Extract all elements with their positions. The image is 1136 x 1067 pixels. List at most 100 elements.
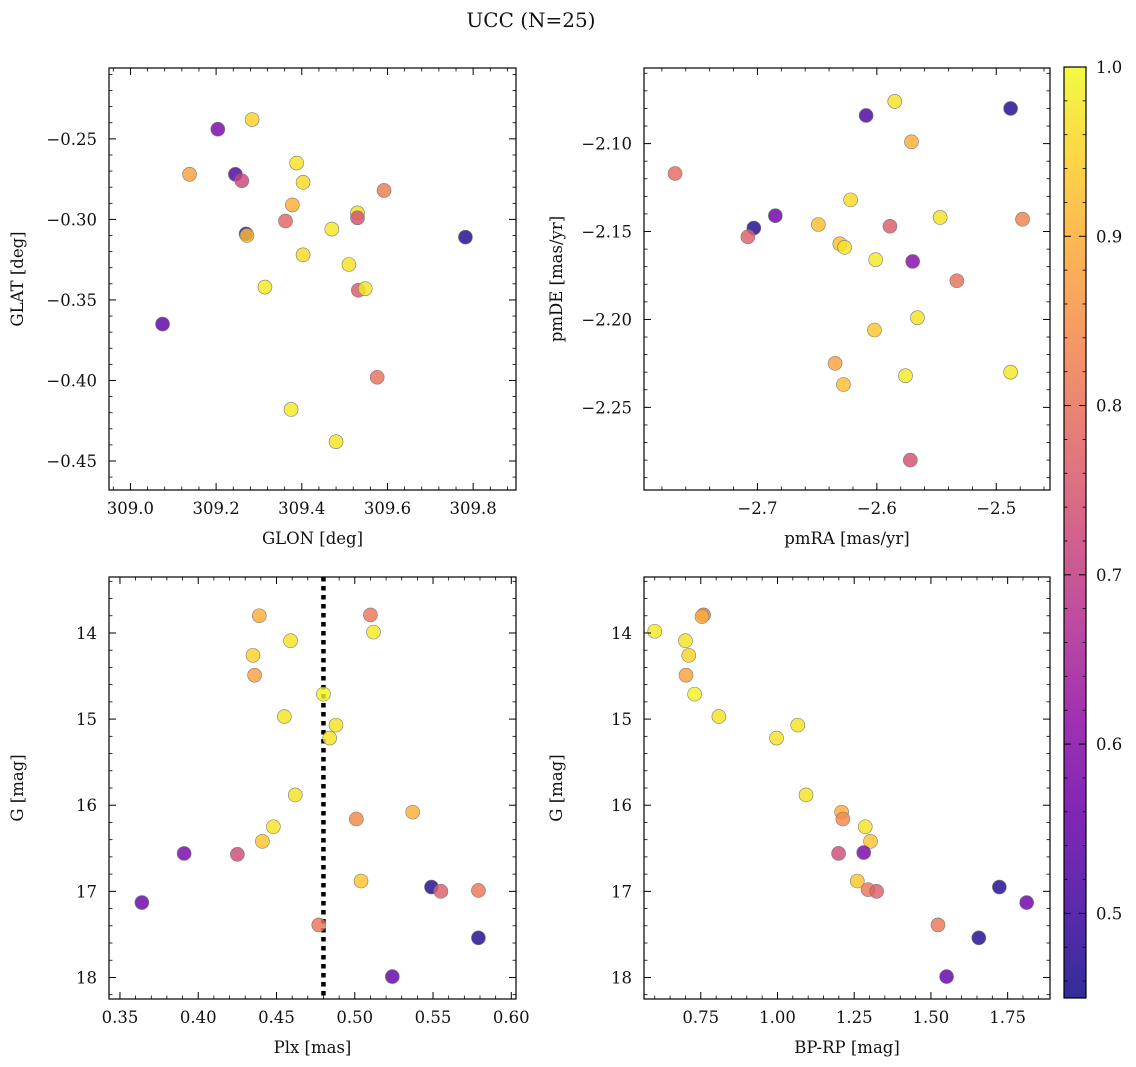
data-point bbox=[1003, 364, 1018, 380]
data-point bbox=[295, 247, 311, 263]
y-tick-label: −0.35 bbox=[46, 291, 97, 310]
data-point bbox=[992, 879, 1007, 895]
panel-3: 0.35 0.40 0.45 0.50 0.55 0.60 14 15 16 17 18 Plx [m… bbox=[8, 576, 530, 1057]
x-tick-label: 0.75 bbox=[682, 1008, 719, 1027]
x-axis-label: GLON [deg] bbox=[262, 529, 363, 548]
data-point bbox=[316, 686, 331, 702]
data-point bbox=[837, 240, 852, 255]
y-axis-label: pmDE [mas/yr] bbox=[547, 216, 566, 342]
y-tick-label: −0.45 bbox=[46, 452, 97, 471]
x-tick-label: 309.6 bbox=[364, 499, 411, 518]
data-point bbox=[971, 930, 987, 946]
colorbar-gradient bbox=[1064, 67, 1086, 998]
data-point bbox=[283, 402, 299, 417]
x-tick-label: 309.2 bbox=[192, 499, 239, 518]
data-point bbox=[843, 192, 858, 208]
data-point bbox=[1015, 211, 1030, 227]
data-point bbox=[867, 322, 882, 338]
data-point bbox=[667, 166, 683, 181]
data-point bbox=[322, 730, 338, 746]
data-point bbox=[647, 623, 663, 639]
data-point bbox=[869, 884, 884, 899]
data-point bbox=[363, 607, 378, 623]
data-point bbox=[277, 709, 292, 724]
data-point bbox=[768, 208, 783, 223]
data-point bbox=[849, 873, 865, 889]
data-point bbox=[369, 369, 385, 385]
y-tick-label: −2.15 bbox=[581, 223, 632, 242]
data-point bbox=[182, 167, 197, 182]
data-point bbox=[857, 819, 873, 835]
panels: 309.0 309.2 309.4 309.6 309.8 −0.45 −0.40 −0.35… bbox=[8, 67, 1051, 1057]
data-point bbox=[678, 633, 693, 649]
data-point bbox=[376, 183, 392, 198]
y-tick-label: 15 bbox=[76, 710, 97, 729]
data-point bbox=[1019, 895, 1034, 910]
data-point bbox=[471, 930, 486, 946]
figure-title: UCC (N=25) bbox=[466, 8, 595, 32]
data-point bbox=[905, 254, 920, 269]
data-point bbox=[257, 279, 273, 295]
data-point bbox=[711, 709, 727, 724]
data-point bbox=[385, 969, 400, 984]
data-point bbox=[239, 228, 255, 243]
data-point bbox=[251, 608, 267, 624]
data-point bbox=[134, 895, 150, 910]
y-tick-label: 18 bbox=[76, 968, 97, 987]
y-axis-label: G [mag] bbox=[547, 754, 566, 821]
x-tick-label: 0.45 bbox=[258, 1008, 295, 1027]
x-axis-label: BP-RP [mag] bbox=[794, 1038, 900, 1057]
data-point bbox=[353, 873, 369, 889]
y-tick-label: 16 bbox=[76, 796, 97, 815]
x-axis-label: pmRA [mas/yr] bbox=[784, 529, 909, 548]
colorbar-tick-label: 0.8 bbox=[1096, 397, 1122, 416]
y-tick-label: 16 bbox=[611, 796, 632, 815]
data-point bbox=[858, 108, 874, 123]
axes-frame bbox=[643, 67, 1051, 491]
data-point bbox=[898, 368, 913, 384]
colorbar: 0.5 0.6 0.7 0.8 0.9 1.0 bbox=[1063, 58, 1122, 999]
y-tick-label: 18 bbox=[611, 968, 632, 987]
y-tick-label: −2.25 bbox=[581, 398, 632, 417]
axes-frame bbox=[643, 576, 1051, 1000]
data-point bbox=[856, 845, 872, 860]
panel-4: 0.75 1.00 1.25 1.50 1.75 14 15 16 17 18 BP-RP [mag… bbox=[547, 576, 1051, 1057]
y-tick-label: 15 bbox=[611, 710, 632, 729]
y-tick-label: 14 bbox=[611, 624, 632, 643]
data-point bbox=[245, 648, 261, 663]
data-point bbox=[405, 804, 420, 820]
data-point bbox=[349, 811, 364, 827]
axes-frame bbox=[108, 67, 517, 491]
data-point bbox=[831, 846, 846, 861]
x-tick-label: 1.00 bbox=[759, 1008, 796, 1027]
data-point bbox=[932, 210, 948, 225]
y-tick-label: −0.40 bbox=[46, 371, 97, 390]
x-tick-label: 1.25 bbox=[836, 1008, 873, 1027]
y-axis-label: G [mag] bbox=[8, 754, 27, 821]
panel-2: −2.7 −2.6 −2.5 −2.25 −2.20 −2.15 −2.10 pmRA [ma… bbox=[547, 67, 1051, 548]
data-point bbox=[247, 667, 262, 683]
data-point bbox=[328, 717, 344, 733]
data-point bbox=[930, 917, 946, 933]
data-point bbox=[836, 377, 851, 392]
colorbar-tick-label: 1.0 bbox=[1096, 58, 1122, 77]
x-tick-label: −2.5 bbox=[976, 499, 1016, 518]
data-point bbox=[285, 197, 300, 213]
data-point bbox=[678, 667, 694, 683]
x-tick-label: 1.75 bbox=[989, 1008, 1026, 1027]
x-tick-label: 309.8 bbox=[450, 499, 497, 518]
data-point bbox=[210, 121, 226, 137]
panel-1: 309.0 309.2 309.4 309.6 309.8 −0.45 −0.40 −0.35… bbox=[8, 67, 517, 548]
data-point bbox=[694, 609, 710, 624]
data-point bbox=[863, 834, 878, 849]
data-point bbox=[234, 173, 250, 189]
x-tick-label: −2.6 bbox=[857, 499, 897, 518]
data-point bbox=[887, 94, 903, 109]
data-point bbox=[769, 730, 784, 746]
data-point bbox=[287, 787, 303, 803]
data-point bbox=[328, 434, 344, 449]
x-tick-label: −2.7 bbox=[737, 499, 777, 518]
y-axis-label: GLAT [deg] bbox=[8, 231, 27, 326]
colorbar-frame bbox=[1063, 66, 1087, 999]
y-tick-label: −0.25 bbox=[46, 130, 97, 149]
